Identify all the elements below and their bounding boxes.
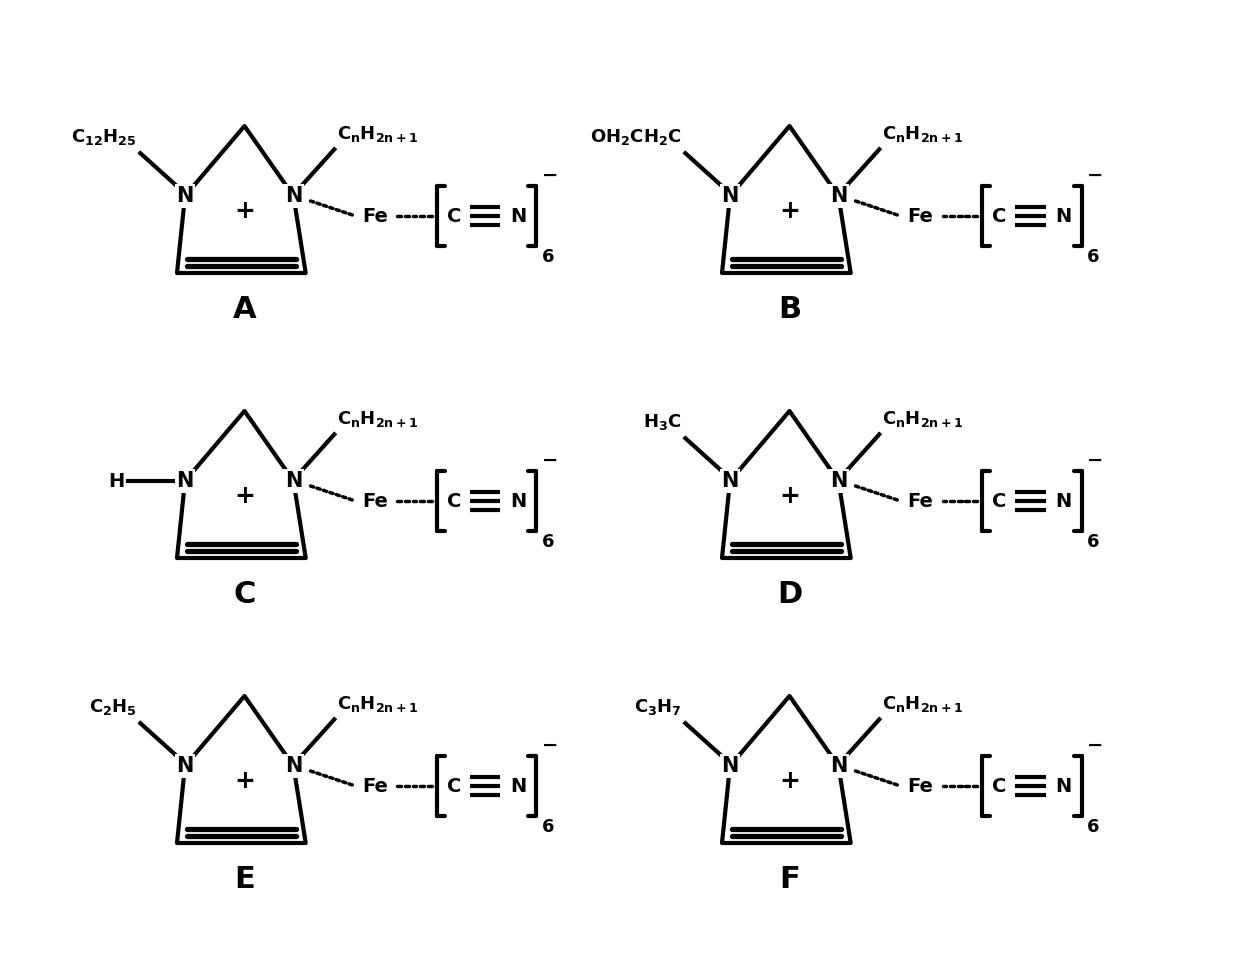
Text: N: N xyxy=(1055,777,1071,795)
Text: $\mathbf{C_nH_{2n+1}}$: $\mathbf{C_nH_{2n+1}}$ xyxy=(337,410,418,429)
Text: 6: 6 xyxy=(1086,248,1099,266)
Text: $\mathbf{C_nH_{2n+1}}$: $\mathbf{C_nH_{2n+1}}$ xyxy=(883,124,963,145)
Text: 6: 6 xyxy=(1086,818,1099,836)
Text: N: N xyxy=(830,471,847,491)
Text: N: N xyxy=(511,777,527,795)
Text: N: N xyxy=(511,207,527,225)
Text: +: + xyxy=(234,769,255,793)
Text: $\mathbf{C_{12}H_{25}}$: $\mathbf{C_{12}H_{25}}$ xyxy=(71,127,136,148)
Text: $\mathbf{-}$: $\mathbf{-}$ xyxy=(1086,165,1102,184)
Text: N: N xyxy=(285,756,303,776)
Text: $\mathbf{C_nH_{2n+1}}$: $\mathbf{C_nH_{2n+1}}$ xyxy=(883,410,963,429)
Text: N: N xyxy=(722,471,739,491)
Text: N: N xyxy=(722,756,739,776)
Text: +: + xyxy=(780,199,801,223)
Text: $\mathbf{C_nH_{2n+1}}$: $\mathbf{C_nH_{2n+1}}$ xyxy=(337,124,418,145)
Text: N: N xyxy=(830,756,847,776)
Text: N: N xyxy=(511,491,527,511)
Text: E: E xyxy=(234,865,255,894)
Text: 6: 6 xyxy=(542,248,554,266)
Text: $\mathbf{H_3C}$: $\mathbf{H_3C}$ xyxy=(642,413,681,432)
Text: $\mathbf{C_3H_7}$: $\mathbf{C_3H_7}$ xyxy=(634,697,681,718)
Text: N: N xyxy=(1055,491,1071,511)
Text: C: C xyxy=(448,777,461,795)
Text: N: N xyxy=(176,756,193,776)
Text: +: + xyxy=(780,769,801,793)
Text: B: B xyxy=(779,295,801,324)
Text: Fe: Fe xyxy=(362,777,388,795)
Text: C: C xyxy=(992,491,1007,511)
Text: N: N xyxy=(830,186,847,206)
Text: N: N xyxy=(722,186,739,206)
Text: N: N xyxy=(176,471,193,491)
Text: Fe: Fe xyxy=(908,491,934,511)
Text: N: N xyxy=(176,186,193,206)
Text: Fe: Fe xyxy=(908,207,934,225)
Text: Fe: Fe xyxy=(908,777,934,795)
Text: $\mathbf{-}$: $\mathbf{-}$ xyxy=(542,165,558,184)
Text: 6: 6 xyxy=(542,533,554,551)
Text: $\mathbf{-}$: $\mathbf{-}$ xyxy=(542,735,558,754)
Text: C: C xyxy=(992,207,1007,225)
Text: Fe: Fe xyxy=(362,207,388,225)
Text: N: N xyxy=(285,186,303,206)
Text: $\mathbf{C_nH_{2n+1}}$: $\mathbf{C_nH_{2n+1}}$ xyxy=(883,694,963,715)
Text: C: C xyxy=(234,580,257,609)
Text: D: D xyxy=(777,580,802,609)
Text: C: C xyxy=(448,207,461,225)
Text: $\mathbf{-}$: $\mathbf{-}$ xyxy=(1086,450,1102,469)
Text: $\mathbf{C_2H_5}$: $\mathbf{C_2H_5}$ xyxy=(88,697,136,718)
Text: +: + xyxy=(234,199,255,223)
Text: 6: 6 xyxy=(542,818,554,836)
Text: A: A xyxy=(233,295,257,324)
Text: 6: 6 xyxy=(1086,533,1099,551)
Text: +: + xyxy=(780,484,801,508)
Text: N: N xyxy=(1055,207,1071,225)
Text: $\mathbf{C_nH_{2n+1}}$: $\mathbf{C_nH_{2n+1}}$ xyxy=(337,694,418,715)
Text: N: N xyxy=(285,471,303,491)
Text: C: C xyxy=(448,491,461,511)
Text: H: H xyxy=(108,472,124,490)
Text: Fe: Fe xyxy=(362,491,388,511)
Text: $\mathbf{OH_2CH_2C}$: $\mathbf{OH_2CH_2C}$ xyxy=(590,127,681,148)
Text: C: C xyxy=(992,777,1007,795)
Text: F: F xyxy=(780,865,800,894)
Text: $\mathbf{-}$: $\mathbf{-}$ xyxy=(1086,735,1102,754)
Text: +: + xyxy=(234,484,255,508)
Text: $\mathbf{-}$: $\mathbf{-}$ xyxy=(542,450,558,469)
